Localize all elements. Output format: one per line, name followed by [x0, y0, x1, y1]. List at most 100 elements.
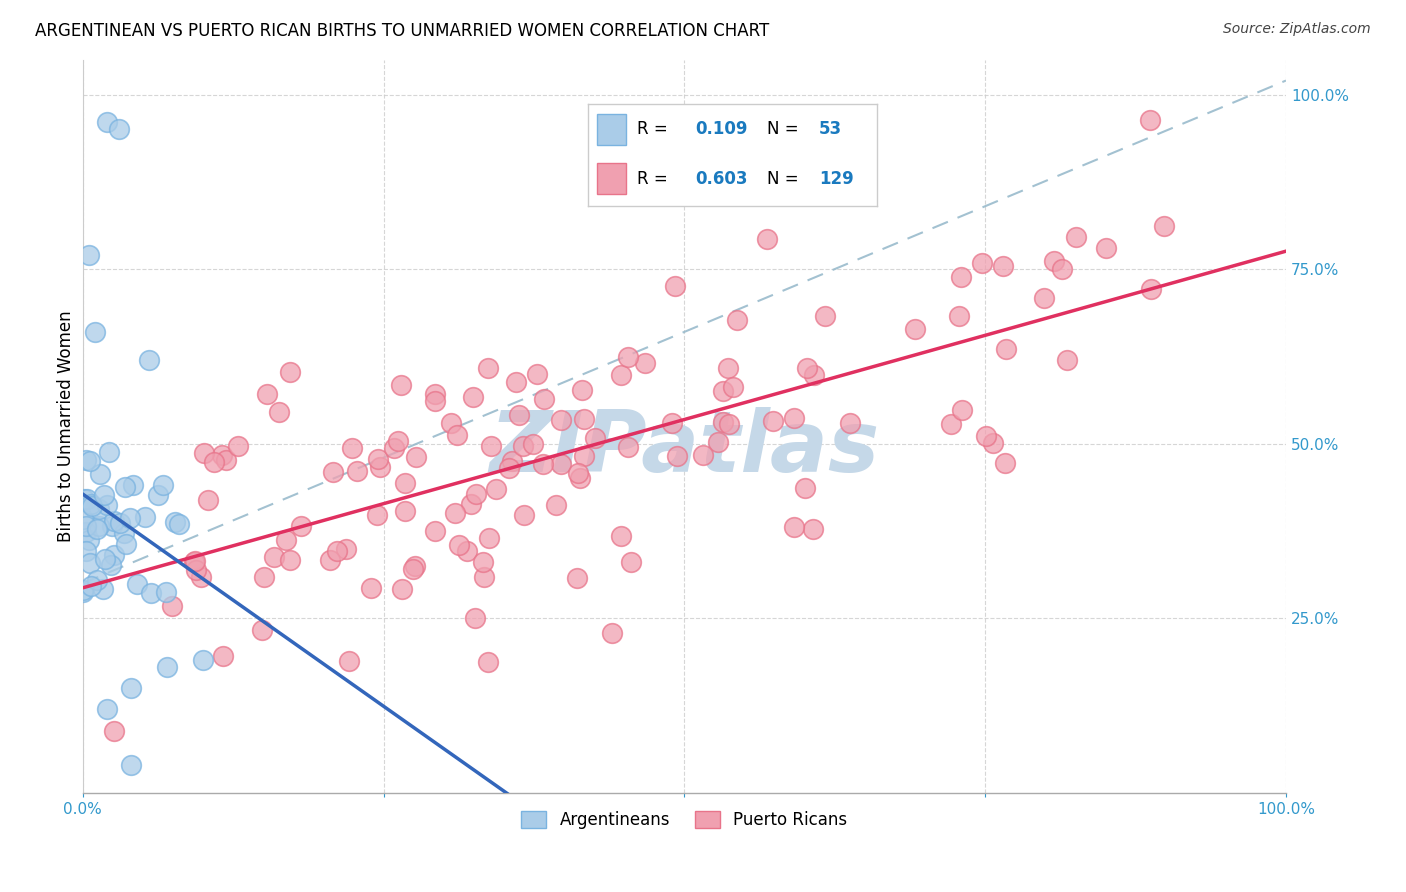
- Text: ZIPatlas: ZIPatlas: [489, 407, 880, 490]
- Point: [280, 553, 302, 567]
- Point: [498, 460, 520, 475]
- Point: [405, 450, 427, 464]
- Point: [620, 556, 643, 570]
- Point: [76, 524, 98, 539]
- Point: [146, 488, 169, 502]
- Point: [274, 533, 297, 548]
- Point: [75, 519, 97, 533]
- Point: [184, 563, 207, 577]
- Point: [546, 499, 568, 513]
- Point: [796, 360, 818, 375]
- Point: [526, 368, 548, 382]
- Point: [508, 409, 530, 423]
- Point: [326, 543, 349, 558]
- Point: [600, 626, 623, 640]
- Point: [335, 542, 357, 557]
- Point: [267, 405, 290, 419]
- Point: [278, 365, 301, 379]
- Point: [394, 476, 416, 491]
- Point: [256, 386, 278, 401]
- Point: [79, 556, 101, 570]
- Point: [423, 393, 446, 408]
- Point: [711, 415, 734, 429]
- Point: [96, 115, 118, 129]
- Point: [86, 522, 108, 536]
- Point: [783, 519, 806, 533]
- Point: [456, 543, 478, 558]
- Point: [952, 403, 974, 417]
- Point: [634, 356, 657, 370]
- Point: [184, 554, 207, 568]
- Text: Source: ZipAtlas.com: Source: ZipAtlas.com: [1223, 22, 1371, 37]
- Point: [569, 471, 592, 485]
- Point: [118, 510, 141, 524]
- Point: [461, 390, 484, 404]
- Point: [75, 544, 97, 558]
- Point: [134, 509, 156, 524]
- Point: [114, 480, 136, 494]
- Point: [103, 724, 125, 739]
- Point: [155, 585, 177, 599]
- Point: [423, 524, 446, 538]
- Point: [387, 434, 409, 448]
- Point: [664, 279, 686, 293]
- Point: [91, 582, 114, 596]
- Point: [318, 552, 340, 566]
- Point: [138, 352, 160, 367]
- Point: [666, 450, 689, 464]
- Point: [610, 368, 633, 382]
- Point: [96, 702, 118, 716]
- Point: [108, 122, 131, 136]
- Point: [108, 516, 131, 531]
- Point: [711, 384, 734, 398]
- Point: [212, 649, 235, 664]
- Point: [617, 440, 640, 454]
- Point: [583, 431, 606, 445]
- Point: [983, 436, 1005, 450]
- Point: [402, 562, 425, 576]
- Point: [394, 504, 416, 518]
- Point: [121, 477, 143, 491]
- Point: [226, 439, 249, 453]
- Point: [531, 457, 554, 471]
- Point: [193, 446, 215, 460]
- Point: [478, 531, 501, 545]
- Point: [949, 270, 972, 285]
- Point: [1139, 112, 1161, 127]
- Point: [572, 412, 595, 426]
- Point: [904, 322, 927, 336]
- Point: [83, 325, 105, 339]
- Point: [472, 570, 495, 584]
- Point: [976, 428, 998, 442]
- Point: [793, 481, 815, 495]
- Point: [103, 515, 125, 529]
- Point: [156, 660, 179, 674]
- Point: [120, 681, 142, 695]
- Point: [814, 309, 837, 323]
- Point: [72, 584, 94, 599]
- Point: [72, 512, 94, 526]
- Point: [446, 427, 468, 442]
- Point: [79, 453, 101, 467]
- Point: [1064, 229, 1087, 244]
- Point: [190, 570, 212, 584]
- Point: [382, 441, 405, 455]
- Point: [661, 417, 683, 431]
- Point: [389, 378, 412, 392]
- Point: [114, 537, 136, 551]
- Point: [803, 522, 825, 536]
- Point: [444, 507, 467, 521]
- Point: [112, 526, 135, 541]
- Point: [447, 538, 470, 552]
- Point: [994, 457, 1017, 471]
- Point: [512, 439, 534, 453]
- Point: [120, 757, 142, 772]
- Point: [567, 467, 589, 481]
- Point: [616, 350, 638, 364]
- Point: [479, 439, 502, 453]
- Point: [89, 467, 111, 481]
- Point: [202, 455, 225, 469]
- Point: [79, 533, 101, 547]
- Point: [803, 368, 825, 382]
- Point: [211, 448, 233, 462]
